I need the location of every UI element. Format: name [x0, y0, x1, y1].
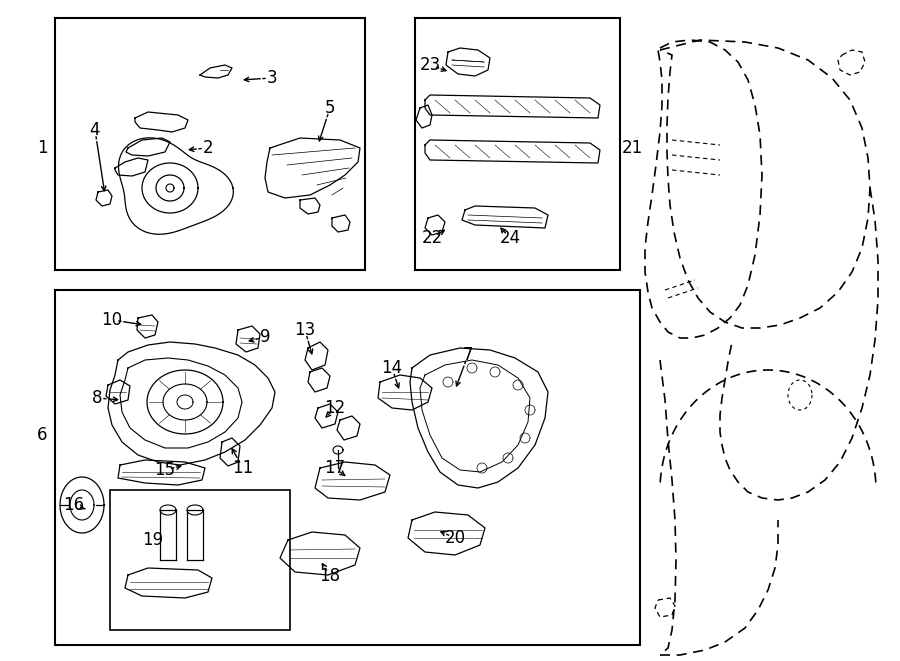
Text: 1: 1 — [37, 139, 48, 157]
Text: 8: 8 — [92, 389, 103, 407]
Text: 10: 10 — [102, 311, 122, 329]
Text: 2: 2 — [202, 139, 213, 157]
Text: 20: 20 — [445, 529, 465, 547]
Text: 3: 3 — [266, 69, 277, 87]
Text: 24: 24 — [500, 229, 520, 247]
Text: 22: 22 — [421, 229, 443, 247]
Text: 16: 16 — [63, 496, 85, 514]
Text: 18: 18 — [320, 567, 340, 585]
Text: 23: 23 — [419, 56, 441, 74]
Text: 19: 19 — [142, 531, 164, 549]
Text: 4: 4 — [90, 121, 100, 139]
Text: 21: 21 — [621, 139, 643, 157]
Text: 13: 13 — [294, 321, 316, 339]
Bar — [110, 490, 290, 630]
Text: 5: 5 — [325, 99, 335, 117]
Text: 6: 6 — [37, 426, 47, 444]
Text: 17: 17 — [324, 459, 346, 477]
Text: 12: 12 — [324, 399, 346, 417]
Bar — [415, 18, 620, 270]
Text: 9: 9 — [260, 328, 270, 346]
Bar — [55, 18, 365, 270]
Text: 7: 7 — [463, 346, 473, 364]
Bar — [55, 290, 640, 645]
Text: 11: 11 — [232, 459, 254, 477]
Text: 15: 15 — [155, 461, 176, 479]
Text: 14: 14 — [382, 359, 402, 377]
